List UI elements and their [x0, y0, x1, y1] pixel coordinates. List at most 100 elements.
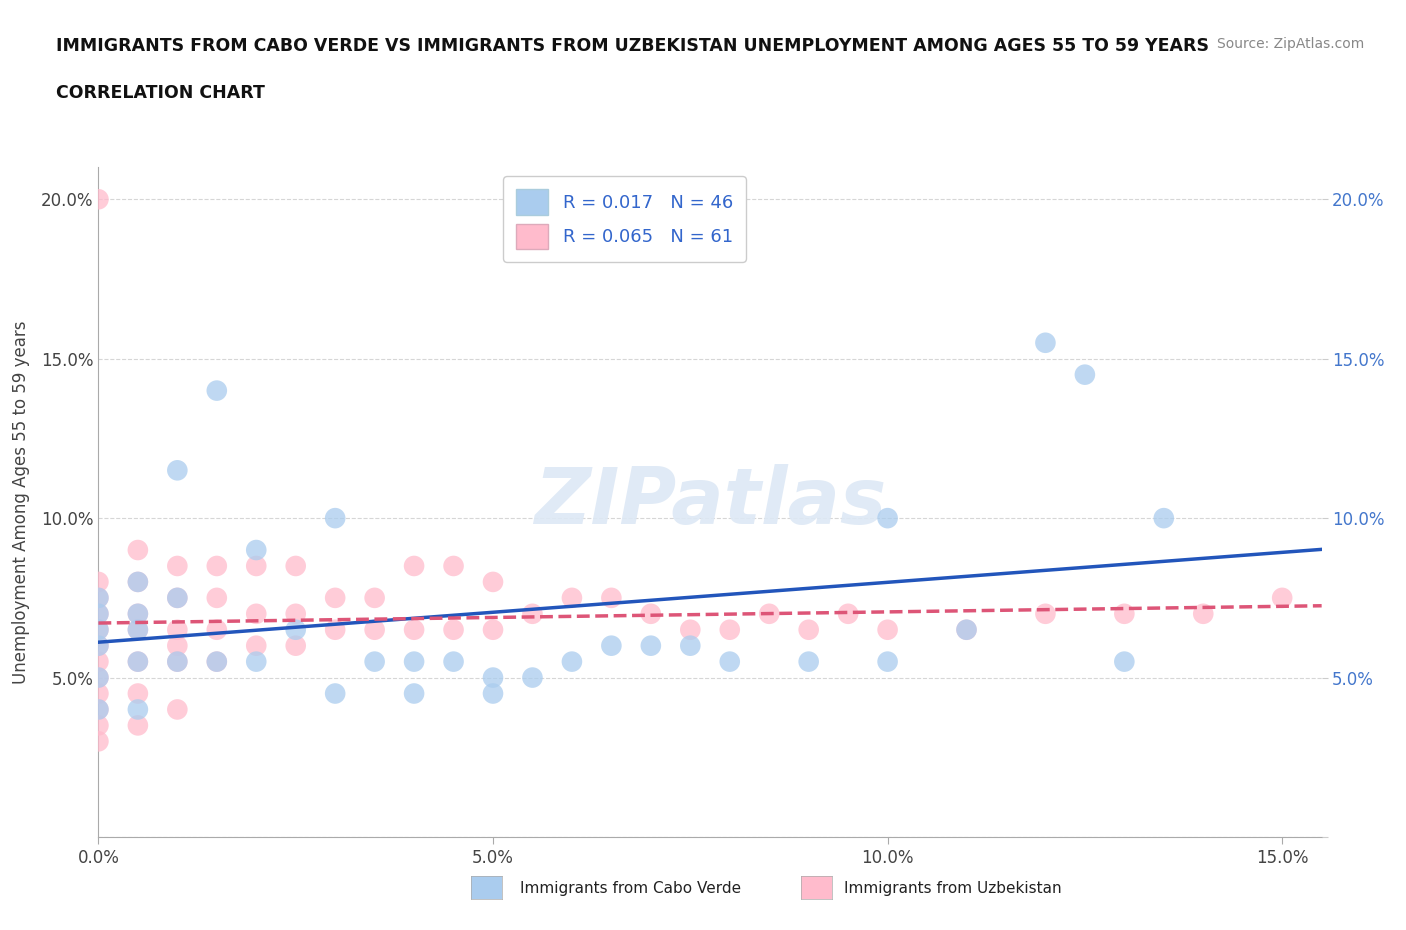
- Point: [87, 686, 110, 701]
- Point: [127, 622, 149, 637]
- Point: [323, 591, 346, 605]
- Point: [955, 622, 977, 637]
- Point: [640, 638, 662, 653]
- Point: [482, 622, 505, 637]
- Point: [87, 591, 110, 605]
- Text: ZIPatlas: ZIPatlas: [534, 464, 886, 540]
- Point: [166, 463, 188, 478]
- Point: [363, 591, 385, 605]
- Point: [1192, 606, 1215, 621]
- Point: [363, 654, 385, 669]
- Point: [955, 622, 977, 637]
- Point: [127, 542, 149, 557]
- Text: Immigrants from Uzbekistan: Immigrants from Uzbekistan: [844, 881, 1062, 896]
- Point: [87, 591, 110, 605]
- Point: [404, 622, 426, 637]
- Point: [245, 654, 267, 669]
- Legend: R = 0.017   N = 46, R = 0.065   N = 61: R = 0.017 N = 46, R = 0.065 N = 61: [503, 177, 745, 262]
- Point: [640, 606, 662, 621]
- Point: [876, 654, 898, 669]
- Point: [323, 622, 346, 637]
- Point: [1271, 591, 1294, 605]
- Text: CORRELATION CHART: CORRELATION CHART: [56, 84, 266, 101]
- Point: [323, 511, 346, 525]
- Point: [482, 575, 505, 590]
- Point: [404, 686, 426, 701]
- Point: [166, 622, 188, 637]
- Point: [87, 671, 110, 685]
- Point: [443, 559, 465, 574]
- Point: [166, 559, 188, 574]
- Text: Immigrants from Cabo Verde: Immigrants from Cabo Verde: [520, 881, 741, 896]
- Point: [1153, 511, 1175, 525]
- Point: [284, 606, 307, 621]
- Point: [87, 734, 110, 749]
- Point: [127, 622, 149, 637]
- Point: [443, 622, 465, 637]
- Point: [205, 383, 228, 398]
- Point: [87, 702, 110, 717]
- Point: [127, 606, 149, 621]
- Point: [205, 654, 228, 669]
- Point: [87, 622, 110, 637]
- Point: [87, 606, 110, 621]
- Point: [1114, 606, 1136, 621]
- Point: [87, 622, 110, 637]
- Point: [87, 575, 110, 590]
- Point: [245, 606, 267, 621]
- Point: [876, 622, 898, 637]
- Point: [837, 606, 859, 621]
- Point: [404, 654, 426, 669]
- Point: [561, 591, 583, 605]
- Point: [758, 606, 780, 621]
- Y-axis label: Unemployment Among Ages 55 to 59 years: Unemployment Among Ages 55 to 59 years: [11, 321, 30, 684]
- Point: [166, 591, 188, 605]
- Point: [87, 638, 110, 653]
- Point: [482, 671, 505, 685]
- Point: [323, 686, 346, 701]
- Point: [600, 591, 623, 605]
- Text: Source: ZipAtlas.com: Source: ZipAtlas.com: [1216, 37, 1364, 51]
- Point: [166, 591, 188, 605]
- Point: [1035, 336, 1057, 351]
- Point: [284, 638, 307, 653]
- Point: [127, 686, 149, 701]
- Point: [127, 718, 149, 733]
- Point: [205, 559, 228, 574]
- Point: [127, 654, 149, 669]
- Point: [600, 638, 623, 653]
- Point: [245, 559, 267, 574]
- Point: [363, 622, 385, 637]
- Point: [87, 671, 110, 685]
- Point: [205, 622, 228, 637]
- Point: [127, 606, 149, 621]
- Point: [797, 654, 820, 669]
- Point: [166, 702, 188, 717]
- Point: [87, 192, 110, 206]
- Point: [127, 575, 149, 590]
- Text: IMMIGRANTS FROM CABO VERDE VS IMMIGRANTS FROM UZBEKISTAN UNEMPLOYMENT AMONG AGES: IMMIGRANTS FROM CABO VERDE VS IMMIGRANTS…: [56, 37, 1209, 55]
- Point: [797, 622, 820, 637]
- Point: [166, 638, 188, 653]
- Point: [1035, 606, 1057, 621]
- Point: [87, 654, 110, 669]
- Point: [245, 638, 267, 653]
- Point: [876, 511, 898, 525]
- Point: [87, 702, 110, 717]
- Point: [127, 575, 149, 590]
- Point: [404, 559, 426, 574]
- Point: [718, 622, 741, 637]
- Point: [522, 606, 544, 621]
- Point: [127, 654, 149, 669]
- Point: [284, 559, 307, 574]
- Point: [561, 654, 583, 669]
- Point: [166, 654, 188, 669]
- Point: [284, 622, 307, 637]
- Point: [718, 654, 741, 669]
- Point: [522, 671, 544, 685]
- Point: [245, 542, 267, 557]
- Point: [443, 654, 465, 669]
- Point: [482, 686, 505, 701]
- Point: [679, 622, 702, 637]
- Point: [127, 702, 149, 717]
